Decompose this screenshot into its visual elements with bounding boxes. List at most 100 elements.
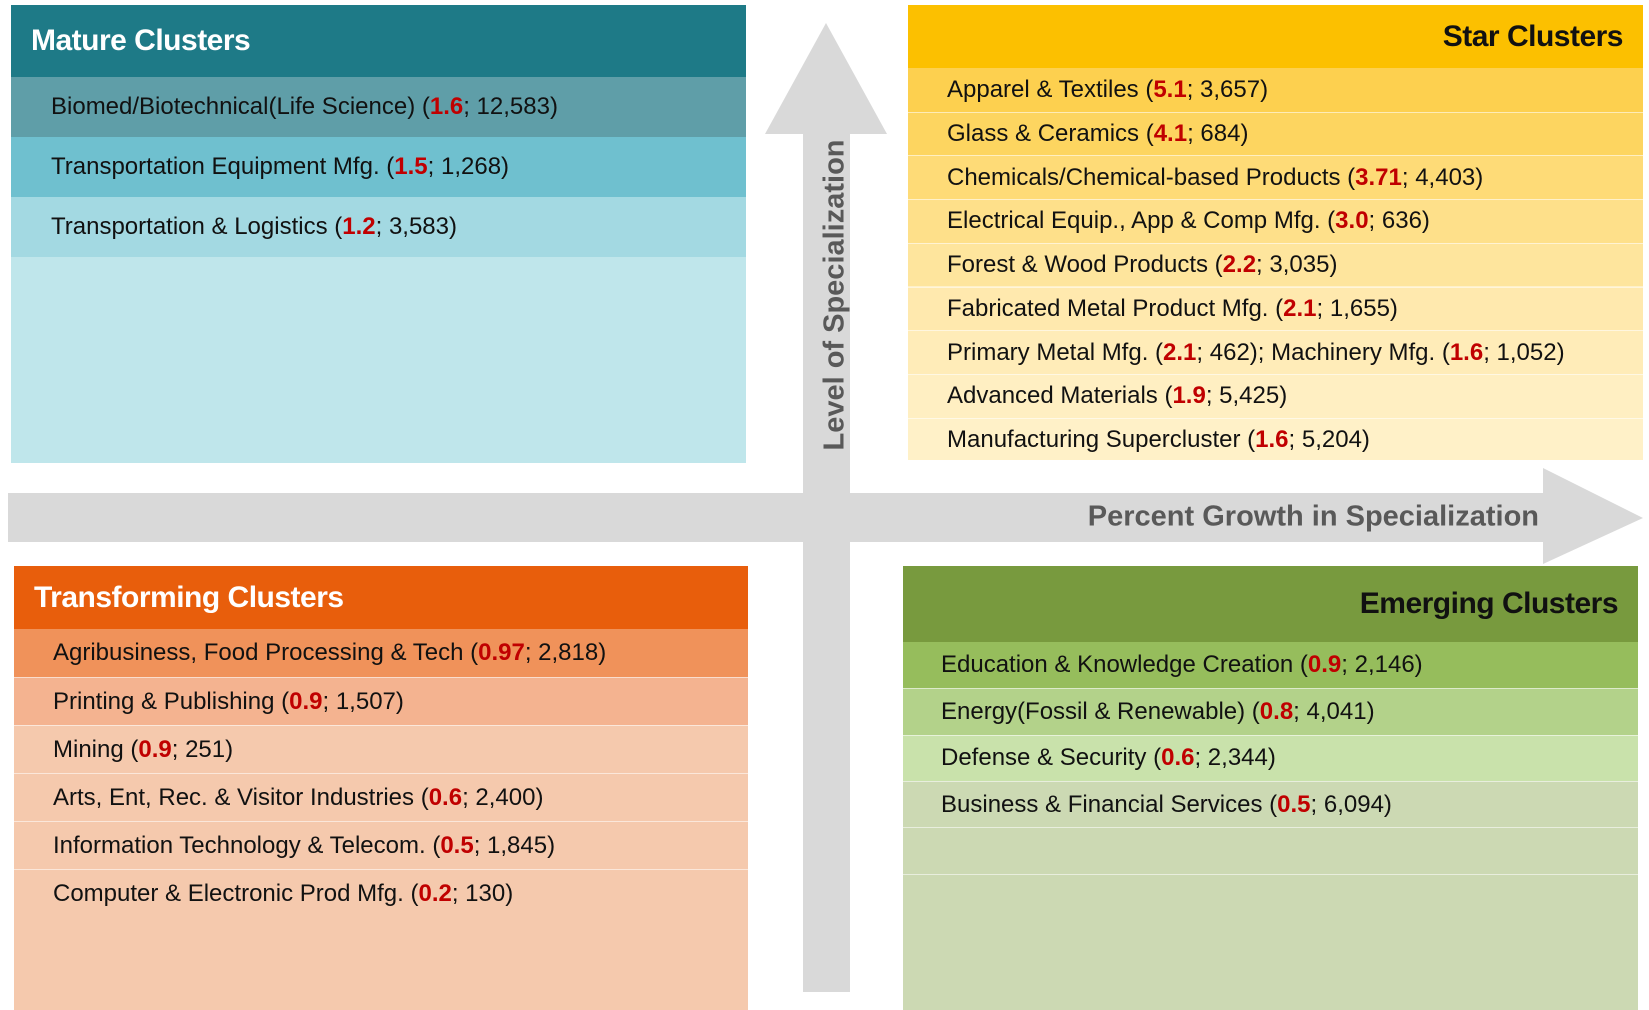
cluster-text: ; 462); Machinery Mfg. (	[1196, 338, 1450, 366]
cluster-text: ; 2,818)	[524, 639, 607, 666]
cluster-text: Education & Knowledge Creation (	[941, 651, 1308, 679]
quadrant-title: Transforming Clusters	[14, 566, 748, 629]
cluster-text: Mining (	[53, 735, 139, 763]
cluster-row: Biomed/Biotechnical(Life Science) (1.6; …	[11, 77, 746, 137]
location-quotient: 0.9	[289, 687, 323, 715]
cluster-text: ; 5,425)	[1205, 382, 1288, 410]
cluster-text: Manufacturing Supercluster (	[947, 425, 1256, 453]
cluster-row: Energy(Fossil & Renewable) (0.8; 4,041)	[903, 688, 1638, 735]
location-quotient: 2.2	[1222, 251, 1257, 279]
cluster-text: ; 1,507)	[322, 687, 404, 715]
cluster-text: Glass & Ceramics (	[947, 120, 1154, 148]
quadrant: Star Clusters Apparel & Textiles (5.1; 3,…	[908, 5, 1643, 460]
cluster-text: ; 1,268)	[427, 153, 510, 180]
cluster-text: Printing & Publishing (	[53, 687, 290, 715]
location-quotient: 3.0	[1335, 207, 1369, 235]
cluster-row: Apparel & Textiles (5.1; 3,657)	[908, 68, 1643, 112]
location-quotient: 3.71	[1355, 163, 1402, 191]
location-quotient: 1.2	[342, 213, 376, 240]
vertical-axis-label: Level of Specialization	[819, 139, 851, 450]
cluster-row: Printing & Publishing (0.9; 1,507)	[14, 677, 748, 725]
cluster-text: Fabricated Metal Product Mfg. (	[947, 294, 1284, 322]
cluster-text: ; 130)	[451, 879, 514, 907]
cluster-row	[903, 873, 1638, 920]
location-quotient: 0.6	[1161, 744, 1195, 772]
cluster-row: Advanced Materials (1.9; 5,425)	[908, 373, 1643, 418]
cluster-text: ; 4,403)	[1401, 163, 1484, 191]
cluster-text: ; 636)	[1368, 207, 1430, 235]
cluster-row: Electrical Equip., App & Comp Mfg. (3.0;…	[908, 199, 1643, 243]
cluster-text: Forest & Wood Products (	[947, 251, 1223, 279]
cluster-text: ; 1,052)	[1483, 338, 1565, 366]
cluster-text: Transportation & Logistics (	[51, 213, 343, 240]
horizontal-axis-label: Percent Growth in Specialization	[1088, 501, 1539, 533]
location-quotient: 4.1	[1153, 120, 1188, 148]
location-quotient: 1.6	[1449, 338, 1484, 366]
cluster-row: Fabricated Metal Product Mfg. (2.1; 1,65…	[908, 286, 1643, 331]
location-quotient: 0.8	[1259, 697, 1294, 725]
cluster-text: ; 3,583)	[375, 213, 457, 240]
cluster-text: Arts, Ent, Rec. & Visitor Industries (	[53, 783, 429, 811]
quadrant: Mature Clusters Biomed/Biotechnical(Life …	[11, 5, 746, 463]
cluster-text: Chemicals/Chemical-based Products (	[947, 163, 1356, 191]
location-quotient: 1.6	[429, 93, 464, 120]
cluster-row: Defense & Security (0.6; 2,344)	[903, 734, 1638, 781]
cluster-row: Transportation & Logistics (1.2; 3,583)	[11, 197, 746, 257]
location-quotient: 0.5	[1277, 790, 1311, 818]
location-quotient: 0.5	[440, 831, 474, 859]
cluster-text: ; 6,094)	[1310, 790, 1392, 818]
cluster-text: Energy(Fossil & Renewable) (	[941, 697, 1260, 725]
cluster-row: Computer & Electronic Prod Mfg. (0.2; 13…	[14, 869, 748, 917]
location-quotient: 0.6	[428, 783, 463, 811]
location-quotient: 1.6	[1255, 425, 1289, 453]
cluster-text: ; 12,583)	[463, 93, 558, 120]
cluster-text: ; 3,657)	[1186, 75, 1269, 103]
cluster-row: Transportation Equipment Mfg. (1.5; 1,26…	[11, 137, 746, 197]
quadrant: Transforming Clusters Agribusiness, Food …	[14, 566, 748, 1010]
cluster-text: Agribusiness, Food Processing & Tech (	[53, 639, 479, 666]
cluster-row: Glass & Ceramics (4.1; 684)	[908, 111, 1643, 156]
cluster-row: Business & Financial Services (0.5; 6,09…	[903, 780, 1638, 828]
quadrant-title: Star Clusters	[908, 5, 1643, 68]
location-quotient: 0.9	[1307, 651, 1342, 679]
cluster-text: Defense & Security (	[941, 744, 1162, 772]
cluster-text: ; 684)	[1187, 120, 1249, 148]
cluster-text: ; 4,041)	[1293, 697, 1375, 725]
quadrant: Emerging Clusters Education & Knowledge C…	[903, 566, 1638, 1010]
cluster-text: ; 5,204)	[1288, 425, 1370, 453]
location-quotient: 1.9	[1172, 382, 1206, 410]
cluster-text: Information Technology & Telecom. (	[53, 831, 441, 859]
cluster-row: Mining (0.9; 251)	[14, 725, 748, 773]
cluster-text: Electrical Equip., App & Comp Mfg. (	[947, 207, 1336, 235]
cluster-row: Forest & Wood Products (2.2; 3,035)	[908, 242, 1643, 287]
location-quotient: 0.9	[138, 735, 172, 763]
cluster-row: Information Technology & Telecom. (0.5; …	[14, 821, 748, 869]
location-quotient: 1.5	[394, 153, 428, 180]
location-quotient: 2.1	[1163, 338, 1197, 366]
cluster-text: ; 251)	[171, 735, 234, 763]
cluster-text: Business & Financial Services (	[941, 790, 1278, 818]
cluster-row: Education & Knowledge Creation (0.9; 2,1…	[903, 642, 1638, 689]
horizontal-arrow	[8, 468, 1643, 564]
cluster-row: Manufacturing Supercluster (1.6; 5,204)	[908, 417, 1643, 460]
cluster-row: Agribusiness, Food Processing & Tech (0.…	[14, 629, 748, 677]
location-quotient: 0.2	[418, 879, 452, 907]
cluster-text: Primary Metal Mfg. (	[947, 338, 1164, 366]
cluster-text: ; 2,146)	[1341, 651, 1423, 679]
cluster-text: ; 1,655)	[1316, 294, 1398, 322]
location-quotient: 0.97	[478, 639, 525, 666]
cluster-text: Apparel & Textiles (	[947, 75, 1154, 103]
quadrant-title: Mature Clusters	[11, 5, 746, 77]
cluster-row	[903, 827, 1638, 874]
cluster-text: ; 1,845)	[473, 831, 556, 859]
location-quotient: 5.1	[1153, 75, 1187, 103]
cluster-row: Primary Metal Mfg. (2.1; 462); Machinery…	[908, 330, 1643, 374]
cluster-text: Computer & Electronic Prod Mfg. (	[53, 879, 419, 907]
quadrant-title: Emerging Clusters	[903, 566, 1638, 642]
cluster-row: Arts, Ent, Rec. & Visitor Industries (0.…	[14, 773, 748, 821]
location-quotient: 2.1	[1283, 294, 1317, 322]
cluster-row: Chemicals/Chemical-based Products (3.71;…	[908, 155, 1643, 200]
cluster-text: ; 2,344)	[1194, 744, 1276, 772]
cluster-text: Biomed/Biotechnical(Life Science) (	[51, 93, 430, 120]
